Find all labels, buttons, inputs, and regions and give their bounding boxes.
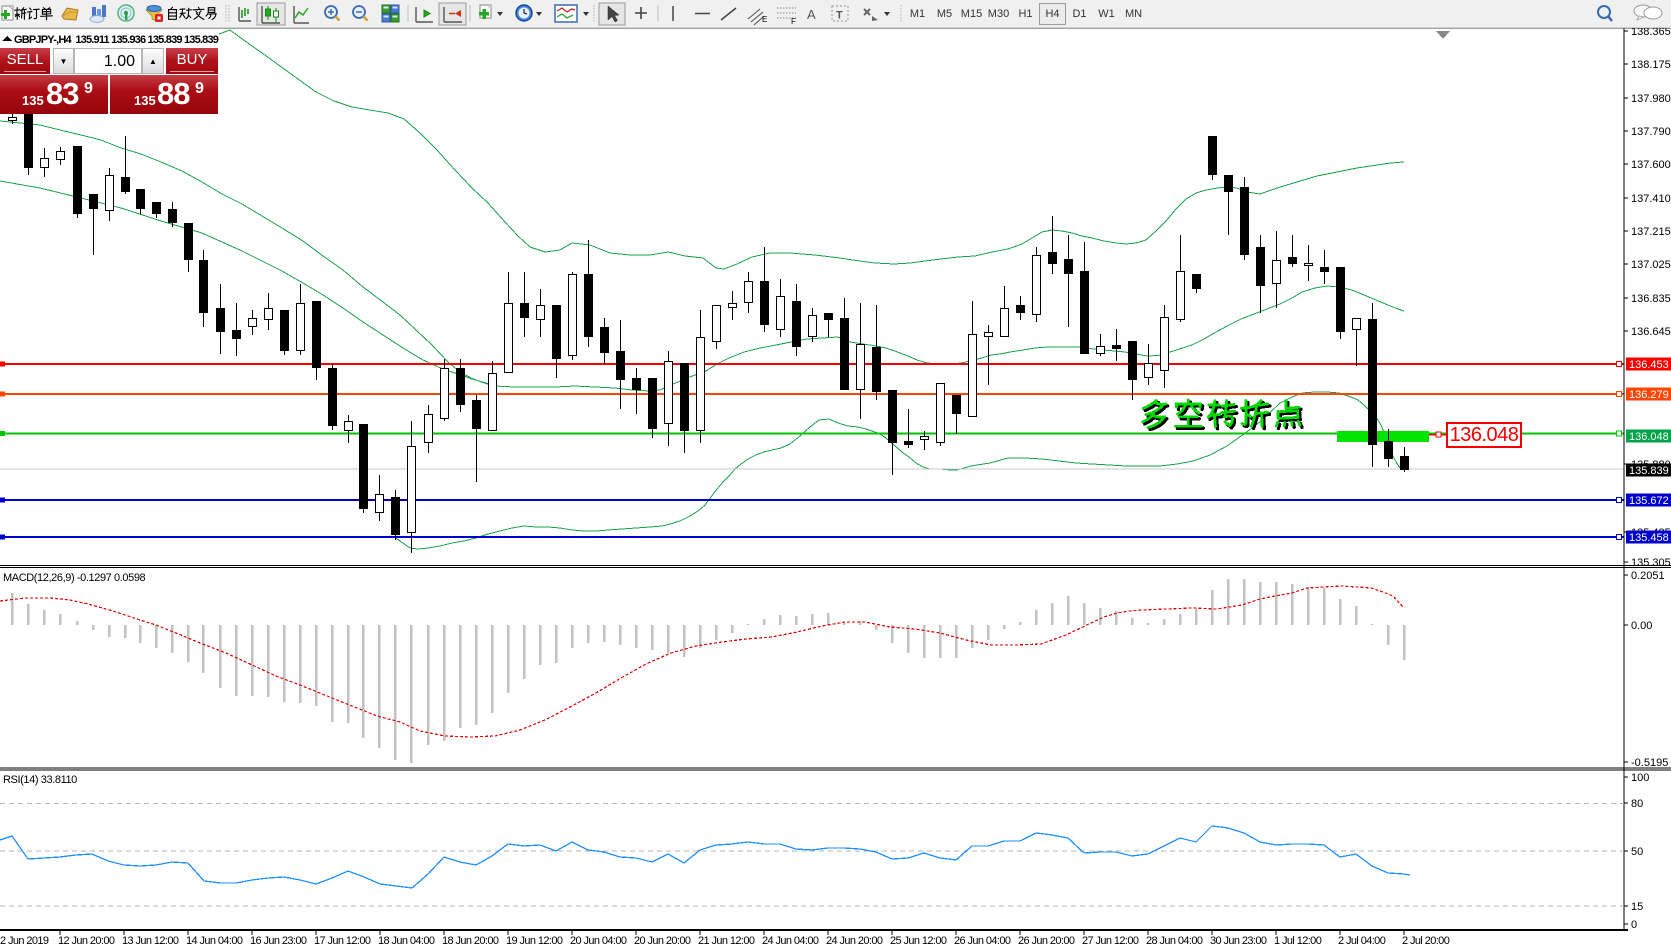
svg-text:MACD(12,26,9) -0.1297 0.0598: MACD(12,26,9) -0.1297 0.0598: [3, 572, 146, 584]
svg-text:F: F: [791, 17, 796, 26]
svg-text:137.600: 137.600: [1631, 159, 1671, 171]
svg-text:13 Jun 12:00: 13 Jun 12:00: [122, 935, 179, 947]
svg-text:0.2051: 0.2051: [1631, 570, 1665, 582]
svg-text:28 Jun 04:00: 28 Jun 04:00: [1146, 935, 1203, 947]
svg-text:26 Jun 04:00: 26 Jun 04:00: [954, 935, 1011, 947]
svg-text:136.048: 136.048: [1450, 424, 1519, 446]
svg-text:15: 15: [1631, 901, 1643, 913]
svg-text:137.410: 137.410: [1631, 193, 1671, 205]
svg-text:137.215: 137.215: [1631, 226, 1671, 238]
svg-text:27 Jun 12:00: 27 Jun 12:00: [1082, 935, 1139, 947]
svg-text:80: 80: [1631, 798, 1643, 810]
svg-text:19 Jun 12:00: 19 Jun 12:00: [506, 935, 563, 947]
svg-text:-0.5195: -0.5195: [1631, 757, 1668, 769]
svg-text:20 Jun 04:00: 20 Jun 04:00: [570, 935, 627, 947]
svg-text:14 Jun 04:00: 14 Jun 04:00: [186, 935, 243, 947]
svg-text:25 Jun 12:00: 25 Jun 12:00: [890, 935, 947, 947]
svg-text:136.279: 136.279: [1629, 389, 1669, 401]
svg-text:18 Jun 04:00: 18 Jun 04:00: [378, 935, 435, 947]
svg-text:16 Jun 23:00: 16 Jun 23:00: [250, 935, 307, 947]
svg-text:17 Jun 12:00: 17 Jun 12:00: [314, 935, 371, 947]
svg-text:135.458: 135.458: [1629, 532, 1669, 544]
svg-text:135.305: 135.305: [1631, 557, 1671, 569]
svg-text:2 Jul 04:00: 2 Jul 04:00: [1338, 935, 1386, 947]
svg-text:RSI(14) 33.8110: RSI(14) 33.8110: [3, 774, 77, 786]
svg-text:E: E: [762, 15, 767, 24]
svg-text:2 Jul 20:00: 2 Jul 20:00: [1402, 935, 1450, 947]
svg-text:137.790: 137.790: [1631, 126, 1671, 138]
svg-text:137.025: 137.025: [1631, 259, 1671, 271]
svg-text:135.672: 135.672: [1629, 495, 1669, 507]
svg-text:136.453: 136.453: [1629, 359, 1669, 371]
svg-text:A: A: [807, 7, 816, 22]
svg-text:136.048: 136.048: [1629, 431, 1669, 443]
svg-text:18 Jun 20:00: 18 Jun 20:00: [442, 935, 499, 947]
svg-text:24 Jun 20:00: 24 Jun 20:00: [826, 935, 883, 947]
svg-text:20 Jun 20:00: 20 Jun 20:00: [634, 935, 691, 947]
svg-text:0.00: 0.00: [1631, 620, 1652, 632]
svg-text:135.839: 135.839: [1629, 465, 1669, 477]
svg-text:0: 0: [1631, 919, 1637, 931]
svg-text:1 Jul 12:00: 1 Jul 12:00: [1274, 935, 1322, 947]
svg-text:T: T: [836, 10, 843, 22]
svg-text:100: 100: [1631, 772, 1649, 784]
svg-text:24 Jun 04:00: 24 Jun 04:00: [762, 935, 819, 947]
svg-text:26 Jun 20:00: 26 Jun 20:00: [1018, 935, 1075, 947]
svg-text:2 Jun 2019: 2 Jun 2019: [0, 935, 49, 947]
svg-text:136.835: 136.835: [1631, 293, 1671, 305]
svg-text:50: 50: [1631, 846, 1643, 858]
svg-text:138.365: 138.365: [1631, 26, 1671, 38]
svg-text:12 Jun 20:00: 12 Jun 20:00: [58, 935, 115, 947]
svg-text:137.980: 137.980: [1631, 93, 1671, 105]
svg-text:30 Jun 23:00: 30 Jun 23:00: [1210, 935, 1267, 947]
svg-text:GBPJPY-,H4 135.911 135.936 13: GBPJPY-,H4 135.911 135.936 135.839 135.8…: [14, 34, 219, 46]
svg-text:136.645: 136.645: [1631, 326, 1671, 338]
svg-text:138.175: 138.175: [1631, 59, 1671, 71]
svg-text:21 Jun 12:00: 21 Jun 12:00: [698, 935, 755, 947]
